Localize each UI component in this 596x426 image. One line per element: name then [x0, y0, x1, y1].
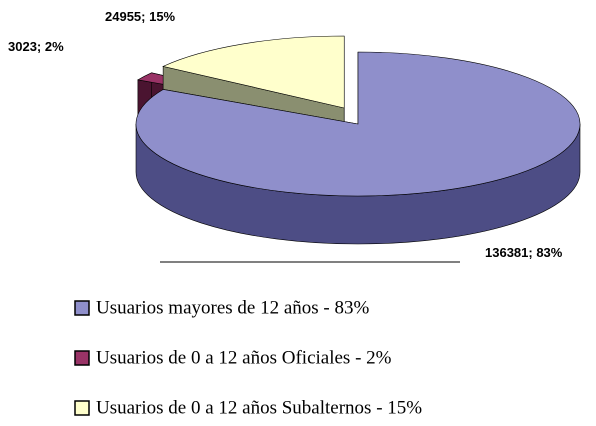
- slice-top: [162, 35, 345, 109]
- data-label: 136381; 83%: [485, 245, 563, 260]
- data-label: 24955; 15%: [105, 9, 176, 24]
- slice-top: [135, 51, 581, 197]
- legend-label: Usuarios mayores de 12 años - 83%: [96, 297, 370, 318]
- legend-swatch: [74, 350, 90, 366]
- legend-label: Usuarios de 0 a 12 años Subalternos - 15…: [96, 397, 422, 418]
- legend-label: Usuarios de 0 a 12 años Oficiales - 2%: [96, 347, 392, 368]
- legend-swatch: [74, 300, 90, 316]
- legend-swatch: [74, 400, 90, 416]
- slice: [135, 51, 581, 245]
- data-label: 3023; 2%: [8, 39, 64, 54]
